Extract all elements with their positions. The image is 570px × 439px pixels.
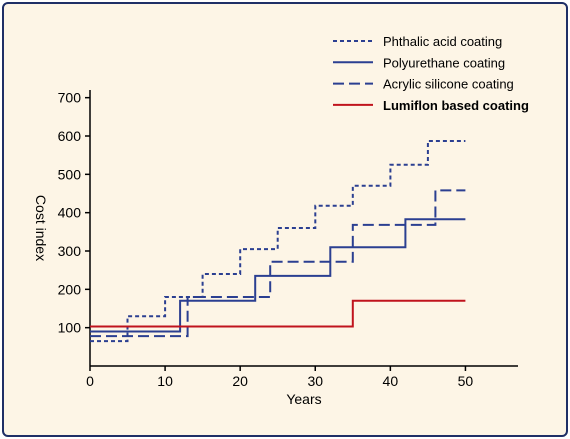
x-tick-label: 10 xyxy=(157,373,173,389)
series-line-lumiflon-based-coating xyxy=(90,299,466,328)
x-axis-label: Years xyxy=(286,391,321,407)
axes xyxy=(89,90,518,367)
legend-label: Acrylic silicone coating xyxy=(383,77,514,92)
x-tick-label: 30 xyxy=(307,373,323,389)
y-tick-label: 300 xyxy=(58,243,82,259)
y-tick-label: 500 xyxy=(58,166,82,182)
x-tick-label: 0 xyxy=(86,373,94,389)
series-line-polyurethane-coating xyxy=(90,218,466,333)
y-tick-label: 400 xyxy=(58,205,82,221)
y-tick-label: 600 xyxy=(58,128,82,144)
legend-label: Polyurethane coating xyxy=(383,55,505,70)
legend: Phthalic acid coating Polyurethane coatin… xyxy=(333,34,529,113)
x-tick-label: 20 xyxy=(232,373,248,389)
legend-label: Lumiflon based coating xyxy=(383,98,529,113)
x-tick-label: 40 xyxy=(383,373,399,389)
y-axis-label: Cost index xyxy=(33,195,49,261)
y-tick-label: 100 xyxy=(58,320,82,336)
y-tick-label: 700 xyxy=(58,90,82,106)
legend-label: Phthalic acid coating xyxy=(383,34,502,49)
series-line-phthalic-acid-coating xyxy=(90,140,466,343)
y-tick-label: 200 xyxy=(58,281,82,297)
x-tick-label: 50 xyxy=(458,373,474,389)
series-line-acrylic-silicone-coating xyxy=(90,189,466,338)
